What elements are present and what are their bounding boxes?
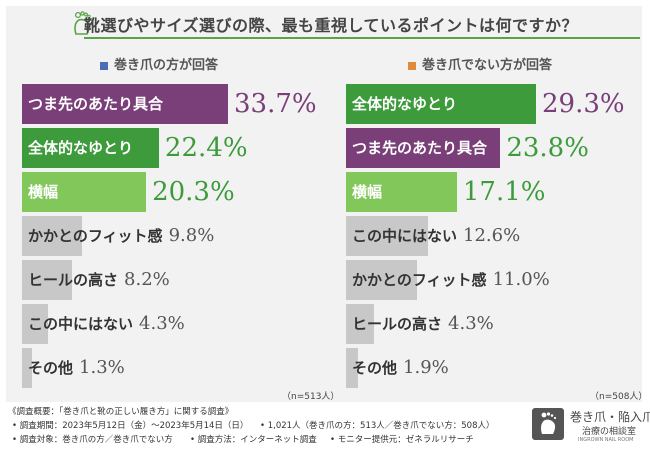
- left-category-label-5: ヒールの高さ: [28, 271, 119, 289]
- left-value-label-1: 33.7%: [234, 89, 317, 119]
- left-category-label-2: 全体的なゆとり: [28, 139, 134, 157]
- left-category-label-6: この中にはない: [28, 315, 134, 333]
- left-category-label-7: その他: [28, 359, 74, 377]
- right-bar-1: [346, 84, 536, 124]
- right-subtitle: 巻き爪でない方が回答: [408, 54, 552, 73]
- left-subtitle-text: 巻き爪の方が回答: [114, 58, 219, 73]
- survey-method: • 調査方法：インターネット調査: [190, 435, 317, 445]
- left-subtitle: 巻き爪の方が回答: [100, 54, 218, 73]
- right-bar-6: [346, 304, 374, 344]
- left-value-label-7: 1.3%: [79, 357, 125, 378]
- left-bar-6: [22, 304, 49, 344]
- right-category-label-3: 横幅: [352, 183, 383, 201]
- left-value-label-5: 8.2%: [124, 269, 170, 290]
- survey-count: • 1,021人（巻き爪の方：513人／巻き爪でない方：508人）: [260, 421, 495, 431]
- right-category-label-2: つま先のあたり具合: [352, 139, 488, 157]
- right-value-label-1: 29.3%: [542, 89, 625, 119]
- right-category-label-4: この中にはない: [352, 227, 458, 245]
- survey-target: • 調査対象：巻き爪の方／巻き爪でない方: [12, 435, 173, 445]
- left-bar-1: [22, 84, 228, 124]
- right-value-label-5: 11.0%: [492, 269, 550, 290]
- left-bar-3: [22, 172, 147, 212]
- brand-name: 巻き爪・陥入爪: [570, 410, 650, 424]
- brand-logo: 巻き爪・陥入爪 治療の相談室 INGROWN NAIL ROOM: [528, 404, 650, 446]
- left-sample-size: （n=513人）: [282, 392, 340, 402]
- left-value-label-2: 22.4%: [164, 133, 248, 163]
- survey-period: • 調査期間：2023年5月12日（金）〜2023年5月14日（日）: [12, 421, 249, 431]
- right-subtitle-text: 巻き爪でない方が回答: [422, 58, 553, 73]
- right-sample-size: （n=508人）: [590, 392, 648, 402]
- chart-title: 靴選びやサイズ選びの際、最も重視しているポイントは何ですか？: [84, 16, 579, 35]
- foot-icon: [74, 11, 93, 35]
- left-bar-7: [22, 348, 32, 388]
- right-bar-3: [346, 172, 457, 212]
- right-value-label-6: 4.3%: [448, 313, 494, 334]
- right-value-label-4: 12.6%: [463, 225, 521, 246]
- brand-english: INGROWN NAIL ROOM: [578, 437, 634, 443]
- left-category-label-3: 横幅: [28, 183, 59, 201]
- right-category-label-5: かかとのフィット感: [352, 271, 487, 289]
- right-category-label-7: その他: [352, 359, 398, 377]
- left-category-label-4: かかとのフィット感: [28, 227, 163, 245]
- left-bar-5: [22, 260, 73, 300]
- left-bar-2: [22, 128, 159, 168]
- right-value-label-3: 17.1%: [462, 177, 546, 207]
- foot-nail-icon: [532, 408, 564, 440]
- left-bar-4: [22, 216, 82, 256]
- right-marker: [408, 61, 416, 70]
- survey-provider: • モニター提供元：ゼネラルリサーチ: [330, 435, 474, 445]
- right-bar-7: [346, 348, 359, 388]
- right-bar-2: [346, 128, 501, 168]
- right-value-label-7: 1.9%: [403, 357, 449, 378]
- right-category-label-1: 全体的なゆとり: [352, 95, 458, 113]
- title-underline: [84, 37, 640, 39]
- left-value-label-6: 4.3%: [139, 313, 185, 334]
- brand-subname: 治療の相談室: [582, 427, 637, 437]
- right-value-label-2: 23.8%: [506, 133, 589, 163]
- left-value-label-4: 9.8%: [168, 225, 215, 246]
- right-bar-5: [346, 260, 418, 300]
- right-category-label-6: ヒールの高さ: [352, 315, 443, 333]
- right-bar-4: [346, 216, 428, 256]
- survey-overview: 《調査概要：「巻き爪と靴の正しい履き方」に関する調査》: [8, 407, 234, 417]
- left-value-label-3: 20.3%: [152, 177, 235, 207]
- left-category-label-1: つま先のあたり具合: [28, 95, 164, 113]
- left-marker: [100, 61, 108, 70]
